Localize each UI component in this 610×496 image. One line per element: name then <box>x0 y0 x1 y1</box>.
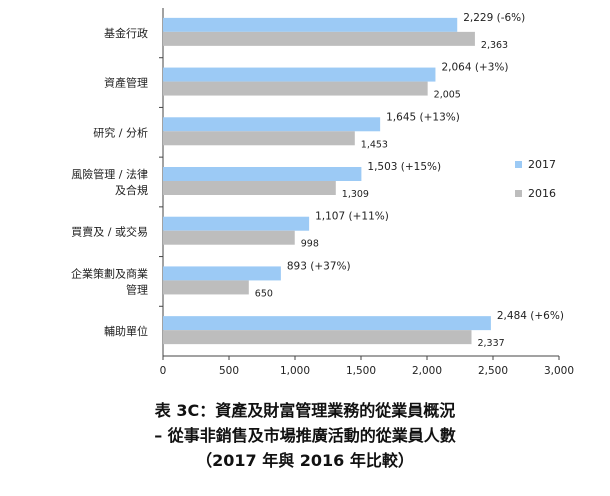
x-tick-label: 500 <box>219 365 239 377</box>
data-label-2016: 2,005 <box>434 90 461 101</box>
category-label: 資產管理 <box>104 76 148 90</box>
x-tick-label: 1,000 <box>280 365 310 377</box>
bar-2016 <box>163 31 475 46</box>
bar-2016 <box>163 181 336 195</box>
x-tick-label: 2,500 <box>478 365 508 377</box>
legend-label-2017: 2017 <box>528 158 556 171</box>
category-label: 企業策劃及商業 <box>71 266 148 280</box>
bar-chart: 0 500 1,000 1,500 2,000 2,500 3,000 基金行政 2,229 (… <box>71 8 574 377</box>
category-label: 風險管理 / 法律 <box>71 167 148 181</box>
bar-2016 <box>163 230 295 245</box>
x-tick-label: 1,500 <box>346 365 376 377</box>
category-label: 基金行政 <box>104 26 148 40</box>
data-label-2017: 893 (+37%) <box>287 260 351 272</box>
caption-line-1: 表 3C：資產及財富管理業務的從業員概況 <box>154 401 456 420</box>
category-label: 管理 <box>126 282 148 296</box>
category-label: 輔助單位 <box>104 324 148 338</box>
category-label: 及合規 <box>115 183 148 197</box>
bar-2017 <box>163 316 491 331</box>
data-label-2017: 2,229 (-6%) <box>463 12 525 24</box>
legend-swatch-2016 <box>515 190 522 197</box>
x-tick-label: 0 <box>160 365 167 377</box>
data-label-2016: 1,453 <box>361 139 388 150</box>
data-label-2016: 2,363 <box>481 40 508 51</box>
bar-2017 <box>163 67 436 82</box>
data-label-2017: 2,064 (+3%) <box>441 62 508 74</box>
bar-2017 <box>163 216 310 231</box>
bar-2017 <box>163 117 381 132</box>
data-label-2016: 998 <box>301 239 319 250</box>
data-label-2017: 1,107 (+11%) <box>315 211 389 223</box>
bar-2016 <box>163 81 428 96</box>
legend-swatch-2017 <box>515 161 522 168</box>
x-tick-label: 2,000 <box>412 365 442 377</box>
bar-2016 <box>163 131 355 146</box>
bar-2017 <box>163 266 281 281</box>
bar-2016 <box>163 330 472 345</box>
bar-2017 <box>163 167 362 181</box>
data-label-2017: 1,645 (+13%) <box>386 111 460 123</box>
data-label-2016: 650 <box>255 288 273 299</box>
data-label-2016: 2,337 <box>477 338 504 349</box>
data-label-2016: 1,309 <box>342 189 369 200</box>
figure-caption: 表 3C：資產及財富管理業務的從業員概況 – 從事非銷售及市場推廣活動的從業員人… <box>0 398 610 473</box>
bar-2017 <box>163 17 458 32</box>
category-label: 買賣及 / 或交易 <box>71 225 148 239</box>
caption-line-3: （2017 年與 2016 年比較） <box>196 451 414 470</box>
data-label-2017: 2,484 (+6%) <box>497 310 564 322</box>
legend-label-2016: 2016 <box>528 187 556 200</box>
category-label: 研究 / 分析 <box>93 125 148 139</box>
x-tick-label: 3,000 <box>544 365 574 377</box>
caption-line-2: – 從事非銷售及市場推廣活動的從業員人數 <box>154 426 456 445</box>
data-label-2017: 1,503 (+15%) <box>367 161 441 173</box>
bar-2016 <box>163 280 249 295</box>
